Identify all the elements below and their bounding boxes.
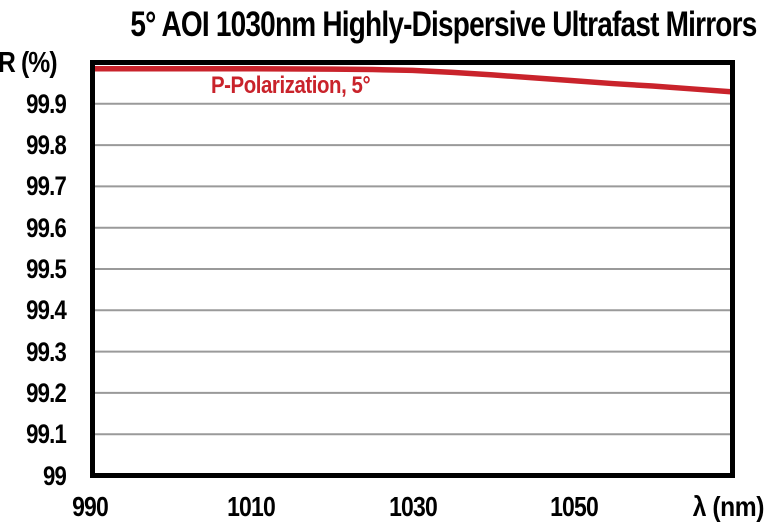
series-line xyxy=(92,65,733,95)
x-axis-label: λ (nm) xyxy=(692,491,764,522)
chart-title: 5° AOI 1030nm Highly-Dispersive Ultrafas… xyxy=(130,5,757,44)
y-axis-label: R (%) xyxy=(0,47,58,79)
y-tick-label: 99 xyxy=(43,460,67,491)
y-tick-label: 99.5 xyxy=(26,254,67,284)
legend-label: P-Polarization, 5° xyxy=(211,72,371,99)
x-tick-label: 1030 xyxy=(388,491,438,522)
plot-svg xyxy=(90,60,735,478)
x-tick-label: 990 xyxy=(72,491,109,522)
y-tick-label: 99.6 xyxy=(26,212,67,243)
y-tick-label: 99.8 xyxy=(26,130,67,161)
plot-border xyxy=(90,60,735,478)
x-tick-label: 1010 xyxy=(227,491,276,522)
y-tick-label: 99.4 xyxy=(26,295,67,326)
y-tick-label: 99.1 xyxy=(26,419,67,450)
x-tick-label: 1050 xyxy=(549,491,599,522)
y-tick-label: 99.7 xyxy=(26,171,67,202)
x-axis-ticks: 990 1010 1030 1050 xyxy=(72,491,735,529)
y-tick-label: 99.2 xyxy=(26,377,67,408)
y-axis-ticks: 99.9 99.8 99.7 99.6 99.5 99.4 99.3 99.2 99.1 99 xyxy=(0,60,67,491)
y-tick-label: 99.3 xyxy=(26,336,67,367)
plot-area: P-Polarization, 5° xyxy=(90,60,735,478)
y-tick-label: 99.9 xyxy=(26,88,67,119)
